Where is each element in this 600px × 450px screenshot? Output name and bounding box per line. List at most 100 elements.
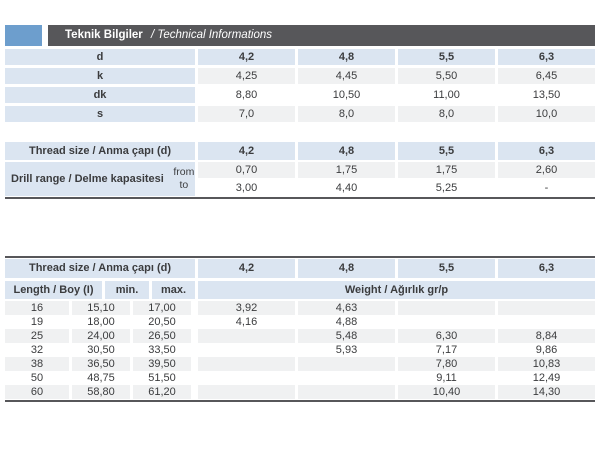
max-value: 51,50 [133,371,191,385]
drill-to-value: - [498,180,595,196]
size-header-value: 6,3 [498,142,595,160]
size-header-value: 4,8 [298,259,395,278]
dim-value: 5,50 [398,68,495,84]
weight-value [498,315,595,329]
min-value: 48,75 [72,371,130,385]
drill-from-value: 1,75 [298,162,395,178]
min-value: 58,80 [72,385,130,399]
dim-value: 7,0 [198,106,295,122]
divider-rule [5,400,595,402]
dim-value: 5,5 [398,49,495,65]
weight-value [298,371,395,385]
weight-header-row: Thread size / Anma çapı (d) 4,2 4,8 5,5 6,3 [5,259,595,278]
weight-value: 10,40 [398,385,495,399]
weight-value: 8,84 [498,329,595,343]
weight-row-16: 16 15,10 17,00 3,92 4,63 [5,301,595,315]
dim-row-label: d [5,49,195,65]
drill-body: Drill range / Delme kapasitesi from to 0… [5,162,595,196]
dim-row-label: s [5,106,195,122]
weight-value [498,301,595,315]
max-value: 17,00 [133,301,191,315]
weight-value [198,385,295,399]
drill-to-value: 4,40 [298,180,395,196]
from-to-labels: from to [164,166,195,192]
dim-row-label: dk [5,87,195,103]
divider-rule [5,256,595,258]
weight-row-60: 60 58,80 61,20 10,40 14,30 [5,385,595,399]
min-value: 18,00 [72,315,130,329]
size-header-value: 4,2 [198,259,295,278]
weight-table: Thread size / Anma çapı (d) 4,2 4,8 5,5 6,3… [5,259,595,399]
weight-value: 9,11 [398,371,495,385]
weight-value: 7,80 [398,357,495,371]
thread-size-label: Thread size / Anma çapı (d) [5,142,195,160]
weight-value [298,357,395,371]
from-label: from [173,166,195,178]
dim-value: 4,8 [298,49,395,65]
dim-row-k: k 4,25 4,45 5,50 6,45 [5,68,595,84]
drill-to-value: 3,00 [198,180,295,196]
length-value: 19 [5,315,69,329]
min-value: 30,50 [72,343,130,357]
weight-value [198,329,295,343]
weight-value [198,343,295,357]
weight-value [198,357,295,371]
dim-value: 13,50 [498,87,595,103]
weight-row-32: 32 30,50 33,50 5,93 7,17 9,86 [5,343,595,357]
drill-to-value: 5,25 [398,180,495,196]
max-value: 39,50 [133,357,191,371]
dim-value: 11,00 [398,87,495,103]
weight-header: Weight / Ağırlık gr/p [198,281,595,299]
length-value: 16 [5,301,69,315]
max-value: 20,50 [133,315,191,329]
min-header: min. [105,281,149,299]
size-header-value: 6,3 [498,259,595,278]
size-header-value: 4,2 [198,142,295,160]
weight-value: 4,16 [198,315,295,329]
length-value: 32 [5,343,69,357]
page-title-english: / Technical Informations [150,29,272,41]
dim-value: 4,2 [198,49,295,65]
length-value: 25 [5,329,69,343]
dim-value: 10,0 [498,106,595,122]
divider-rule [5,197,595,199]
dim-row-dk: dk 8,80 10,50 11,00 13,50 [5,87,595,103]
weight-row-19: 19 18,00 20,50 4,16 4,88 [5,315,595,329]
weight-value: 3,92 [198,301,295,315]
length-value: 38 [5,357,69,371]
drill-range-table: Thread size / Anma çapı (d) 4,2 4,8 5,5 6,3… [5,142,595,196]
min-value: 36,50 [72,357,130,371]
length-value: 50 [5,371,69,385]
dim-value: 10,50 [298,87,395,103]
max-header: max. [152,281,195,299]
weight-value [198,371,295,385]
weight-row-25: 25 24,00 26,50 5,48 6,30 8,84 [5,329,595,343]
weight-value: 5,93 [298,343,395,357]
size-header-value: 4,8 [298,142,395,160]
weight-value [398,301,495,315]
drill-from-row: 0,70 1,75 1,75 2,60 [198,162,595,178]
dim-value: 6,45 [498,68,595,84]
section-title-bar: Teknik Bilgiler / Technical Informations [48,25,595,46]
weight-value: 4,63 [298,301,395,315]
weight-row-50: 50 48,75 51,50 9,11 12,49 [5,371,595,385]
weight-value: 5,48 [298,329,395,343]
weight-value [398,315,495,329]
dim-value: 8,80 [198,87,295,103]
weight-value: 6,30 [398,329,495,343]
size-header-value: 5,5 [398,142,495,160]
drill-range-label: Drill range / Delme kapasitesi [11,173,164,185]
weight-value: 7,17 [398,343,495,357]
thread-size-label: Thread size / Anma çapı (d) [5,259,195,278]
dim-row-label: k [5,68,195,84]
weight-value [298,385,395,399]
to-label: to [179,179,189,191]
drill-range-label-cell: Drill range / Delme kapasitesi from to [5,162,195,196]
max-value: 61,20 [133,385,191,399]
length-header: Length / Boy (I) [5,281,102,299]
page-title-turkish: Teknik Bilgiler [65,29,143,41]
weight-row-38: 38 36,50 39,50 7,80 10,83 [5,357,595,371]
weight-subheader-row: Length / Boy (I) min. max. Weight / Ağır… [5,281,595,299]
dim-value: 8,0 [298,106,395,122]
dim-value: 4,25 [198,68,295,84]
